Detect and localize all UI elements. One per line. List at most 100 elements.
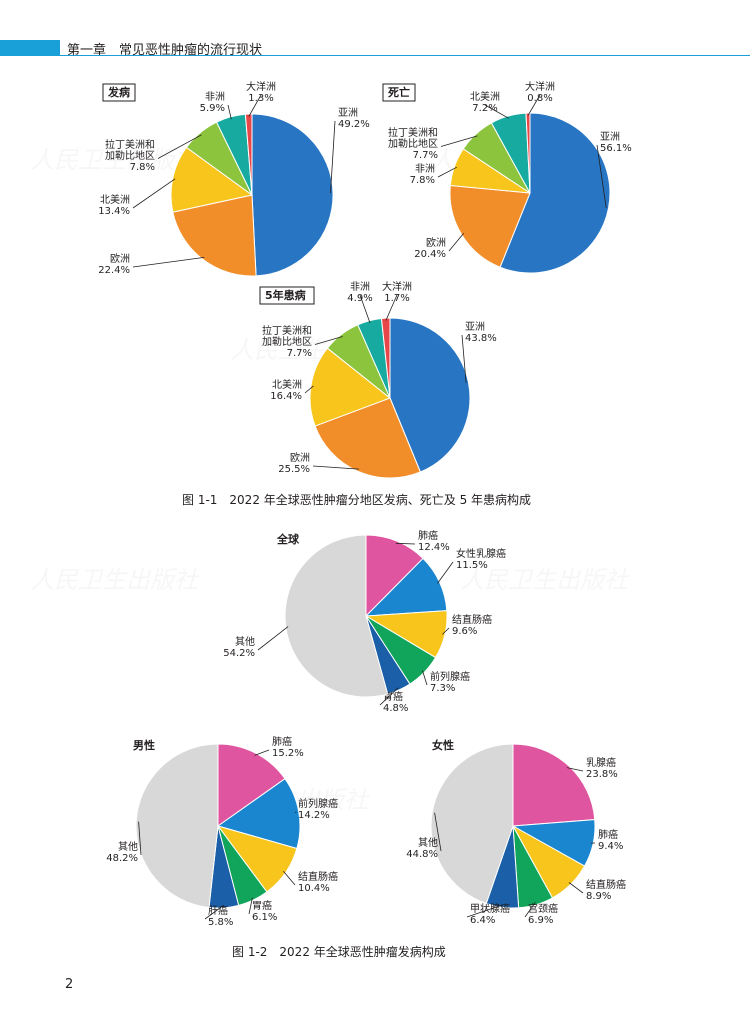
- slice-label: 北美洲 13.4%: [98, 193, 130, 217]
- slice-label: 甲状腺癌 6.4%: [470, 902, 510, 926]
- pie-slice: [314, 397, 422, 479]
- pie-slice: [284, 534, 389, 698]
- slice-label: 肝癌 5.8%: [208, 904, 233, 928]
- leader-line: [330, 120, 336, 194]
- leader-line: [379, 687, 399, 706]
- chart-title: 5年患病: [265, 288, 306, 302]
- slice-label: 欧洲 25.5%: [278, 452, 310, 475]
- slice-label: 亚洲 43.8%: [465, 321, 497, 344]
- slice-label: 肺癌 12.4%: [418, 529, 450, 553]
- chart-title: 死亡: [388, 85, 410, 99]
- pie-slice: [309, 347, 392, 427]
- slice-label: 非洲 5.9%: [200, 91, 225, 114]
- leader-line: [227, 104, 232, 120]
- leader-line: [524, 902, 536, 918]
- chart-title: 发病: [107, 85, 130, 99]
- leader-line: [437, 166, 457, 178]
- slice-label: 胃癌 4.8%: [383, 690, 408, 714]
- leader-line: [395, 542, 416, 545]
- pie-slice: [135, 743, 219, 909]
- slice-label: 前列腺癌 14.2%: [298, 797, 338, 821]
- leader-line: [484, 104, 509, 119]
- leader-line: [314, 336, 343, 345]
- figure-2-caption: 图 1-2 2022 年全球恶性肿瘤发病构成: [232, 945, 446, 959]
- slice-label: 非洲 7.8%: [410, 163, 435, 186]
- slice-label: 胃癌 6.1%: [252, 899, 277, 923]
- leader-line: [248, 94, 262, 117]
- pie-slice: [525, 112, 531, 194]
- leader-line: [254, 749, 270, 756]
- figure-1-caption: 图 1-1 2022 年全球恶性肿瘤分地区发病、死亡及 5 年患病构成: [182, 493, 532, 507]
- leader-line: [596, 144, 607, 208]
- chart-title: 女性: [432, 738, 454, 752]
- slice-label: 欧洲 22.4%: [98, 253, 130, 276]
- leader-line: [385, 294, 398, 321]
- leader-line: [440, 135, 478, 147]
- slice-label: 大洋洲 1.7%: [382, 280, 412, 304]
- pie-slice: [217, 743, 286, 827]
- pie-slice: [380, 317, 391, 399]
- slice-label: 非洲 4.9%: [347, 281, 372, 304]
- leader-line: [448, 233, 465, 252]
- leader-line: [132, 257, 205, 268]
- pie-slice: [430, 743, 514, 905]
- pie-slice: [365, 534, 424, 618]
- slice-label: 拉丁美洲和加勒比地区 7.7%: [388, 126, 438, 161]
- slice-label: 北美洲 7.2%: [470, 90, 500, 114]
- page-number: 2: [65, 977, 74, 992]
- chart-title: 男性: [133, 738, 155, 752]
- leader-line: [434, 812, 442, 852]
- slice-label: 大洋洲 0.8%: [525, 80, 555, 104]
- leader-line: [312, 465, 360, 470]
- slice-label: 欧洲 20.4%: [414, 237, 446, 260]
- leader-line: [527, 94, 541, 116]
- pie-slice: [512, 743, 596, 827]
- slice-label: 肺癌 15.2%: [272, 735, 304, 759]
- slice-label: 结直肠癌 9.6%: [452, 613, 492, 637]
- leader-line: [422, 670, 428, 686]
- slice-label: 亚洲 49.2%: [338, 107, 370, 130]
- pie-slice: [170, 146, 254, 213]
- leader-line: [204, 904, 224, 920]
- slice-label: 其他 48.2%: [106, 840, 138, 864]
- slice-label: 结直肠癌 8.9%: [586, 878, 626, 902]
- chart-title-box: [102, 83, 136, 102]
- leader-line: [437, 561, 454, 584]
- slice-label: 女性乳腺癌 11.5%: [456, 547, 506, 571]
- pie-slice: [244, 113, 253, 196]
- leader-line: [248, 897, 253, 915]
- leader-line: [566, 767, 584, 772]
- slice-label: 其他 44.8%: [406, 836, 438, 860]
- slice-label: 前列腺癌 7.3%: [430, 670, 470, 694]
- pie-slice: [389, 317, 471, 473]
- pie-slice: [172, 194, 257, 277]
- pie-slice: [251, 113, 334, 277]
- leader-line: [294, 811, 297, 814]
- slice-label: 结直肠癌 10.4%: [298, 870, 338, 894]
- leader-line: [283, 871, 296, 886]
- leader-line: [138, 821, 142, 856]
- chapter-title: 第一章 常见恶性肿瘤的流行现状: [67, 43, 263, 58]
- chart-title: 全球: [276, 532, 300, 546]
- leader-line: [466, 904, 503, 918]
- leader-line: [132, 178, 176, 209]
- leader-line: [359, 294, 371, 324]
- slice-label: 宫颈癌 6.9%: [528, 902, 558, 926]
- slice-label: 乳腺癌 23.8%: [586, 756, 618, 780]
- slice-label: 拉丁美洲和加勒比地区 7.8%: [105, 138, 155, 173]
- slice-label: 北美洲 16.4%: [270, 378, 302, 402]
- leader-line: [442, 627, 450, 635]
- header-accent-bar: [0, 40, 60, 56]
- header-rule: [60, 55, 750, 56]
- pie-slice: [449, 184, 531, 268]
- leader-line: [461, 334, 467, 384]
- chart-title-box: [382, 83, 416, 102]
- slice-label: 亚洲 56.1%: [600, 131, 632, 154]
- leader-line: [304, 385, 314, 394]
- leader-line: [568, 882, 584, 894]
- slice-label: 大洋洲 1.3%: [246, 80, 276, 104]
- leader-line: [157, 134, 202, 159]
- slice-label: 拉丁美洲和加勒比地区 7.7%: [262, 324, 312, 359]
- leader-line: [257, 626, 289, 651]
